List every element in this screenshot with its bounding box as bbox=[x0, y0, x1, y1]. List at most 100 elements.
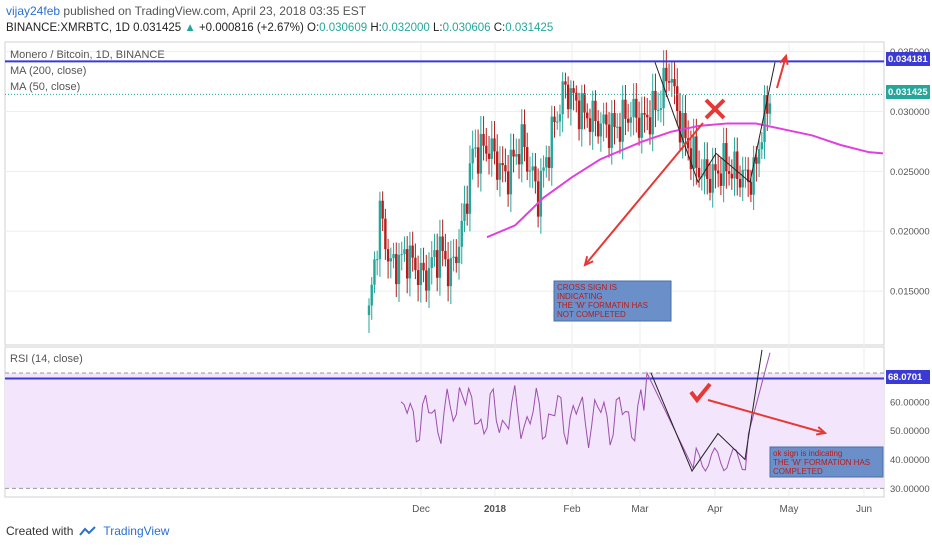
rsi-band bbox=[5, 372, 884, 489]
candle-body bbox=[686, 138, 690, 149]
low-value: 0.030606 bbox=[442, 22, 491, 34]
svg-text:0.031425: 0.031425 bbox=[888, 87, 928, 98]
candle-body bbox=[550, 116, 553, 168]
candle-body bbox=[457, 246, 461, 264]
candle-body bbox=[471, 148, 474, 164]
price-change: +0.000816 (+2.67%) bbox=[198, 22, 304, 34]
candle-body bbox=[517, 154, 521, 165]
candle-body bbox=[577, 100, 581, 130]
candle-body bbox=[599, 123, 603, 137]
candle-body bbox=[632, 98, 635, 118]
candle-body bbox=[662, 67, 665, 109]
candle-body bbox=[474, 147, 477, 149]
w-pattern-rsi bbox=[650, 349, 763, 473]
candle-body bbox=[626, 118, 630, 123]
candle-body bbox=[586, 112, 589, 119]
candle-body bbox=[676, 86, 679, 112]
candle-body bbox=[403, 249, 406, 255]
created-with-text: Created with bbox=[6, 524, 74, 538]
candle-body bbox=[386, 249, 390, 262]
candle-body bbox=[656, 109, 660, 111]
rsi-tick-label: 60.00000 bbox=[890, 397, 930, 408]
candle-body bbox=[569, 88, 573, 110]
up-arrow-icon: ▲ bbox=[184, 22, 196, 34]
cross-annotation-line-4: NOT COMPLETED bbox=[557, 310, 626, 319]
candle-body bbox=[692, 136, 695, 170]
candle-body bbox=[405, 249, 409, 279]
candle-body bbox=[468, 163, 472, 214]
candle-body bbox=[378, 200, 382, 260]
candle-body bbox=[512, 149, 515, 157]
candle-body bbox=[446, 259, 450, 287]
x-tick-label: Dec bbox=[412, 504, 430, 515]
author-link[interactable]: vijay24feb bbox=[6, 4, 61, 18]
candle-body bbox=[689, 148, 693, 170]
candle-body bbox=[414, 257, 417, 271]
chart-canvas[interactable]: Dec 2018 Feb Mar Apr May Jun 0.015000 0.020000 0.… bbox=[0, 40, 932, 522]
candle-body bbox=[425, 270, 428, 291]
candle-body bbox=[487, 153, 491, 159]
candle-body bbox=[556, 121, 559, 123]
candle-body bbox=[768, 103, 772, 114]
publish-line: vijay24feb published on TradingView.com,… bbox=[6, 4, 366, 18]
candle-body bbox=[367, 305, 371, 316]
ok-annotation-line-1: ok sign is indicating bbox=[773, 449, 842, 458]
candle-body bbox=[670, 79, 673, 83]
candle-body bbox=[545, 157, 548, 168]
x-tick-label: Jun bbox=[856, 504, 872, 515]
candle-body bbox=[542, 167, 545, 171]
candle-body bbox=[613, 113, 616, 128]
cross-annotation-line-2: INDICATING bbox=[557, 292, 603, 301]
candle-body bbox=[435, 250, 439, 278]
candle-body bbox=[466, 203, 469, 214]
red-arrow-up-head bbox=[779, 53, 789, 66]
x-tick-label: May bbox=[780, 504, 799, 515]
ok-annotation-box: ok sign is indicating THE 'W' FORMATION … bbox=[769, 446, 884, 478]
ma200-legend: MA (200, close) bbox=[10, 65, 86, 77]
last-price-label: 0.031425 bbox=[886, 85, 930, 99]
candle-body bbox=[389, 258, 393, 262]
candle-body bbox=[416, 270, 420, 286]
candle-body bbox=[716, 170, 720, 174]
overlays bbox=[5, 53, 884, 473]
candle-body bbox=[616, 126, 619, 128]
candle-body bbox=[749, 181, 753, 195]
high-value: 0.032000 bbox=[381, 22, 430, 34]
candle-body bbox=[395, 254, 398, 285]
red-arrow-down-left bbox=[584, 122, 704, 266]
candle-body bbox=[646, 114, 649, 118]
candle-body bbox=[498, 163, 502, 180]
candle-body bbox=[419, 262, 423, 286]
candle-body bbox=[575, 92, 578, 101]
candle-body bbox=[452, 256, 455, 259]
candle-body bbox=[476, 147, 480, 174]
svg-text:68.0701: 68.0701 bbox=[888, 372, 923, 383]
candle-body bbox=[727, 171, 731, 174]
candle-body bbox=[528, 170, 532, 172]
candle-body bbox=[463, 203, 466, 221]
candle-body bbox=[757, 149, 761, 164]
rsi-tick-label: 30.00000 bbox=[890, 484, 930, 495]
candle-body bbox=[490, 138, 493, 159]
main-hline-label: 0.034181 bbox=[886, 52, 930, 66]
candle-body bbox=[381, 200, 384, 219]
candle-body bbox=[408, 245, 412, 279]
candle-body bbox=[766, 95, 769, 114]
candle-body bbox=[755, 157, 758, 164]
candle-body bbox=[547, 157, 551, 168]
candle-body bbox=[752, 157, 755, 195]
open-label: O: bbox=[307, 22, 320, 34]
candle-body bbox=[640, 113, 643, 138]
candle-body bbox=[455, 256, 458, 264]
candle-body bbox=[725, 143, 728, 172]
svg-text:0.034181: 0.034181 bbox=[888, 54, 928, 65]
candle-body bbox=[539, 170, 543, 217]
candle-body bbox=[531, 166, 534, 171]
candle-body bbox=[681, 112, 684, 143]
tradingview-link[interactable]: TradingView bbox=[103, 524, 170, 538]
candle-body bbox=[392, 254, 395, 259]
rsi-line bbox=[400, 352, 771, 473]
candle-body bbox=[746, 169, 750, 182]
candle-body bbox=[610, 113, 613, 148]
candle-body bbox=[485, 145, 488, 154]
